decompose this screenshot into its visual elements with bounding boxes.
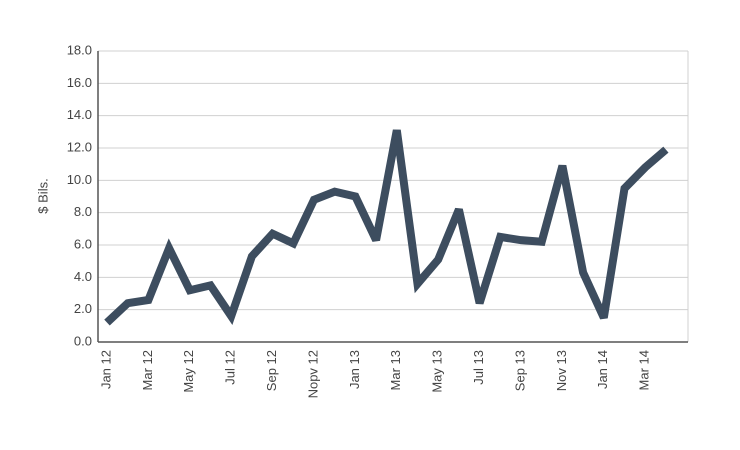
y-tick-label: 10.0 (67, 172, 92, 187)
y-tick-label: 4.0 (74, 269, 92, 284)
y-tick-label: 2.0 (74, 301, 92, 316)
y-tick-label: 8.0 (74, 204, 92, 219)
x-tick-label: Jan 14 (595, 350, 610, 389)
y-axis-label: $ Bils. (35, 178, 50, 213)
x-tick-label: Nov 13 (554, 350, 569, 391)
y-tick-label: 14.0 (67, 107, 92, 122)
x-tick-label: Jan 12 (98, 350, 113, 389)
x-tick-label: Jul 13 (471, 350, 486, 385)
x-tick-label: Nopv 12 (305, 350, 320, 398)
x-tick-label: Sep 13 (512, 350, 527, 391)
x-tick-label: Mar 14 (637, 350, 652, 390)
y-tick-label: 16.0 (67, 75, 92, 90)
x-tick-label: Jan 13 (347, 350, 362, 389)
x-tick-label: May 12 (181, 350, 196, 393)
x-tick-label: Sep 12 (264, 350, 279, 391)
line-series (104, 129, 669, 326)
y-tick-label: 6.0 (74, 236, 92, 251)
x-tick-label: May 13 (430, 350, 445, 393)
x-tick-label: Mar 12 (140, 350, 155, 390)
y-tick-label: 12.0 (67, 139, 92, 154)
x-tick-label: Jul 12 (223, 350, 238, 385)
y-tick-label: 0.0 (74, 333, 92, 348)
x-tick-label: Mar 13 (388, 350, 403, 390)
y-tick-label: 18.0 (67, 42, 92, 57)
